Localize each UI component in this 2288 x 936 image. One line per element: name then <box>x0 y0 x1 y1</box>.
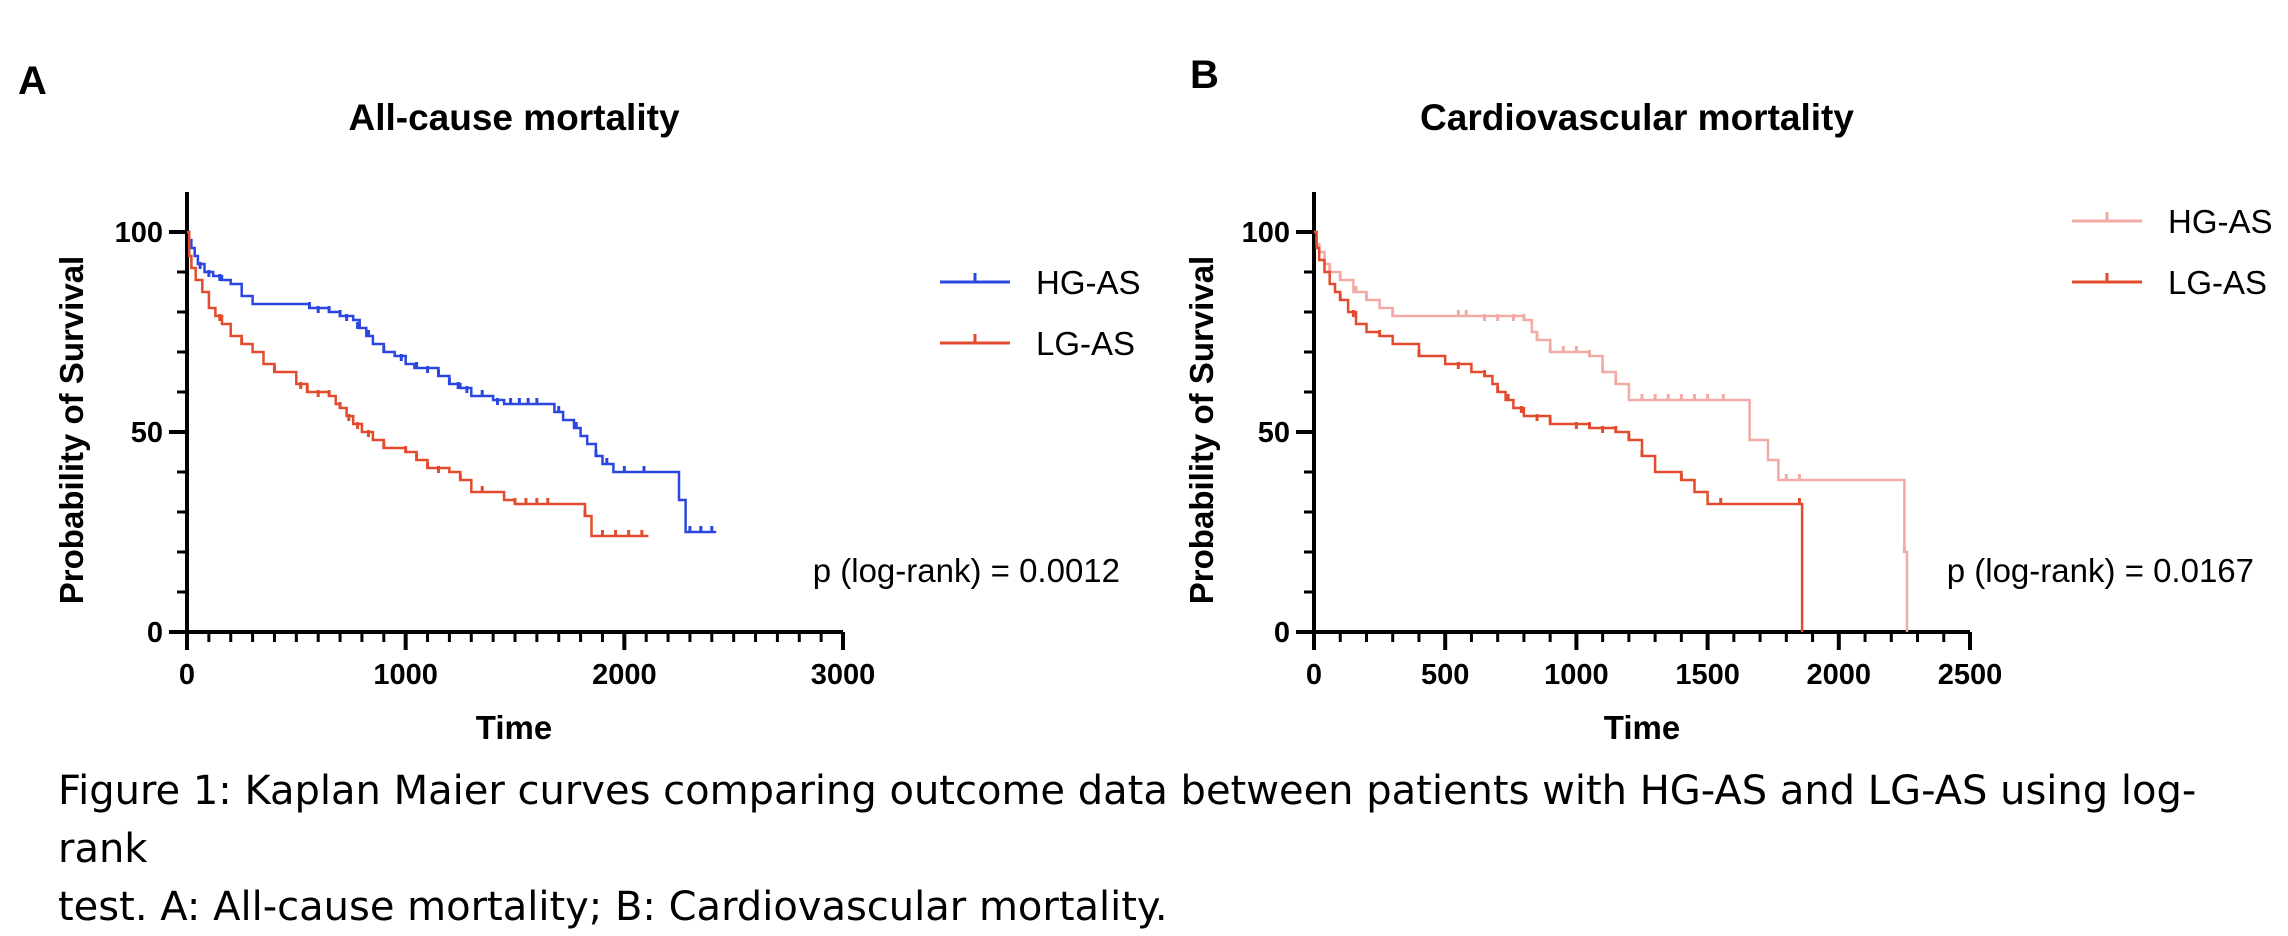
survival-curve-lg-as <box>1314 230 1804 632</box>
caption-line-2: test. A: All-cause mortality; B: Cardiov… <box>58 884 1168 930</box>
y-tick-label: 0 <box>1274 617 1290 649</box>
panel-b-title: Cardiovascular mortality <box>1420 97 1854 138</box>
legend-label-hg-as: HG-AS <box>2168 203 2273 240</box>
panel-a-y-axis-label: Probability of Survival <box>53 256 90 604</box>
x-tick-label: 2000 <box>1807 659 1872 691</box>
panel-b-y-axis-label: Probability of Survival <box>1183 256 1220 604</box>
panel-a-x-axis-label: Time <box>476 709 552 746</box>
panel-a-title: All-cause mortality <box>348 97 679 138</box>
y-tick-label: 100 <box>1242 217 1290 249</box>
survival-curve-hg-as <box>1314 230 1909 632</box>
legend-label-hg-as: HG-AS <box>1036 264 1141 301</box>
x-tick-label: 1500 <box>1675 659 1740 691</box>
panel-a-p-value: p (log-rank) = 0.0012 <box>813 552 1120 589</box>
panel-b-axes: 0 500 1000 1500 2000 2500 0 50 100 <box>1242 192 2003 691</box>
x-tick-label: 3000 <box>811 659 876 691</box>
panel-a: A All-cause mortality Probability of Sur… <box>18 59 1141 746</box>
panel-a-axes: 0 1000 2000 3000 0 50 100 <box>115 192 876 691</box>
x-tick-label: 2000 <box>592 659 657 691</box>
y-tick-label: 0 <box>147 617 163 649</box>
survival-curve-hg-as <box>187 230 717 534</box>
y-tick-label: 100 <box>115 217 163 249</box>
x-tick-label: 0 <box>1306 659 1322 691</box>
x-tick-label: 500 <box>1421 659 1469 691</box>
x-tick-label: 1000 <box>1544 659 1609 691</box>
y-tick-label: 50 <box>1258 417 1290 449</box>
caption-line-1: Figure 1: Kaplan Maier curves comparing … <box>58 768 2197 872</box>
x-tick-label: 0 <box>179 659 195 691</box>
legend-label-lg-as: LG-AS <box>2168 264 2267 301</box>
legend-label-lg-as: LG-AS <box>1036 325 1135 362</box>
x-tick-label: 2500 <box>1938 659 2003 691</box>
survival-curve-lg-as <box>187 230 649 538</box>
panel-b-p-value: p (log-rank) = 0.0167 <box>1947 552 2254 589</box>
panel-b-plot-area <box>1314 230 1909 632</box>
panel-a-letter: A <box>18 59 47 103</box>
figure-caption: Figure 1: Kaplan Maier curves comparing … <box>58 762 2278 936</box>
panel-a-legend: HG-AS LG-AS <box>940 264 1141 362</box>
panel-b-letter: B <box>1190 53 1219 97</box>
panel-b: B Cardiovascular mortality Probability o… <box>1183 53 2273 746</box>
x-tick-label: 1000 <box>373 659 438 691</box>
figure: A All-cause mortality Probability of Sur… <box>18 53 2273 746</box>
panel-a-plot-area <box>187 230 717 538</box>
panel-b-x-axis-label: Time <box>1604 709 1680 746</box>
panel-b-legend: HG-AS LG-AS <box>2072 203 2273 301</box>
y-tick-label: 50 <box>131 417 163 449</box>
